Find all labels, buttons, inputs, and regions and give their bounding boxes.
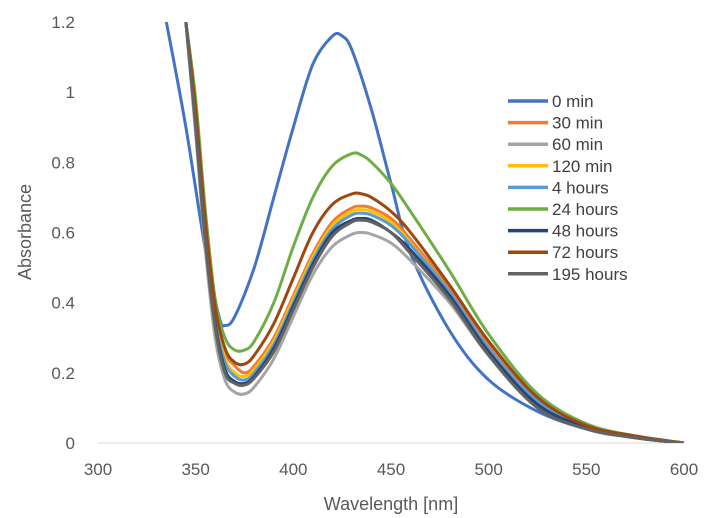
y-tick-label: 0.6 — [51, 224, 75, 243]
legend-label: 0 min — [552, 92, 594, 111]
y-tick-label: 1.2 — [51, 13, 75, 32]
legend-item: 24 hours — [508, 200, 618, 219]
y-tick-label: 0.2 — [51, 364, 75, 383]
legend-item: 60 min — [508, 135, 603, 154]
y-tick-label: 0.8 — [51, 153, 75, 172]
legend-item: 4 hours — [508, 178, 609, 197]
series-lines — [164, 22, 684, 443]
legend-item: 195 hours — [508, 265, 628, 284]
x-tick-label: 550 — [572, 460, 600, 479]
legend-label: 48 hours — [552, 222, 618, 241]
y-tick-label: 1 — [66, 83, 75, 102]
x-axis-title: Wavelength [nm] — [324, 494, 458, 514]
legend-label: 72 hours — [552, 243, 618, 262]
legend-label: 4 hours — [552, 178, 609, 197]
legend-label: 120 min — [552, 157, 612, 176]
legend-label: 24 hours — [552, 200, 618, 219]
legend-label: 60 min — [552, 135, 603, 154]
legend-label: 195 hours — [552, 265, 628, 284]
series-line-8 — [184, 22, 684, 443]
x-tick-label: 400 — [279, 460, 307, 479]
legend-item: 72 hours — [508, 243, 618, 262]
legend-item: 120 min — [508, 157, 612, 176]
y-tick-labels: 0 0.2 0.4 0.6 0.8 1 1.2 — [51, 13, 75, 453]
x-tick-label: 450 — [377, 460, 405, 479]
x-tick-label: 500 — [474, 460, 502, 479]
legend-item: 30 min — [508, 114, 603, 133]
y-tick-label: 0.4 — [51, 294, 75, 313]
x-tick-label: 600 — [670, 460, 698, 479]
legend-item: 48 hours — [508, 222, 618, 241]
x-tick-label: 300 — [84, 460, 112, 479]
legend-label: 30 min — [552, 114, 603, 133]
y-tick-label: 0 — [66, 434, 75, 453]
legend-item: 0 min — [508, 92, 594, 111]
series-line-7 — [184, 22, 684, 443]
legend: 0 min 30 min 60 min 120 min 4 hours 24 hours 4… — [508, 92, 628, 284]
x-tick-labels: 300 350 400 450 500 550 600 — [84, 460, 698, 479]
x-tick-label: 350 — [181, 460, 209, 479]
y-axis-title: Absorbance — [15, 184, 35, 280]
